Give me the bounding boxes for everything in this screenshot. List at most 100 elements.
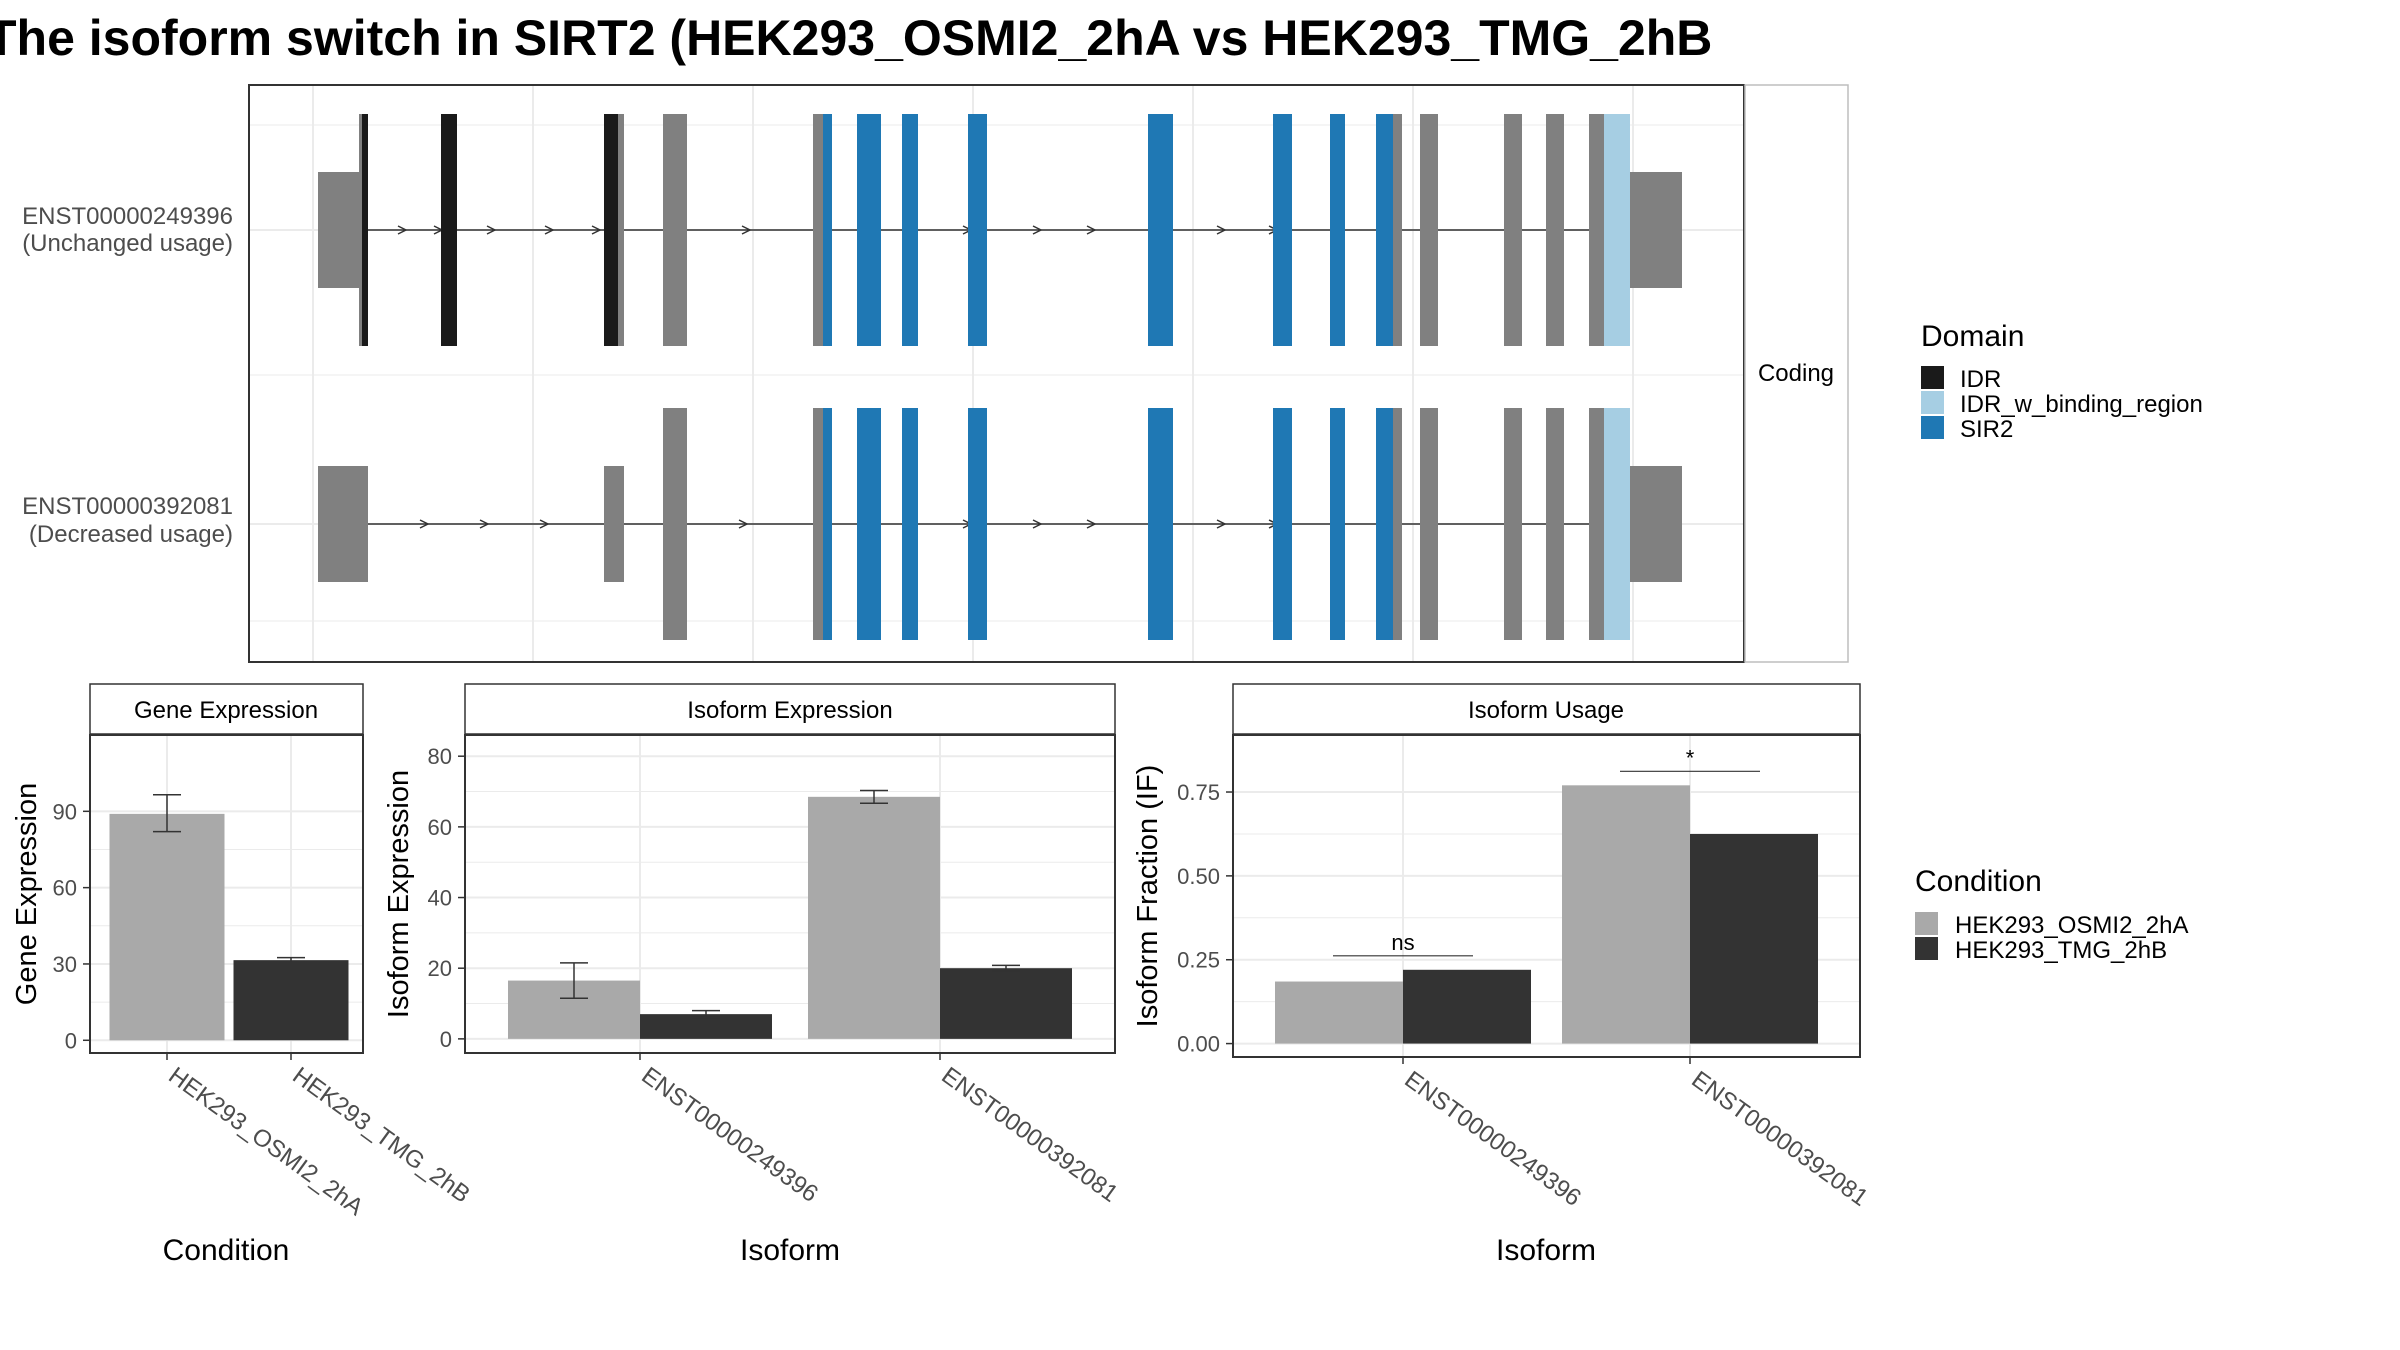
y-tick-label: 20 <box>428 956 452 981</box>
legend-label-osmi2: HEK293_OSMI2_2hA <box>1955 912 2188 939</box>
legend-label-tmg: HEK293_TMG_2hB <box>1955 937 2167 964</box>
intron-arrow <box>1216 225 1227 235</box>
x-axis-title: Isoform <box>740 1234 840 1267</box>
isoform-1-id-label: ENST00000249396 <box>22 203 233 230</box>
legend-label-idr: IDR <box>1960 366 2001 393</box>
utr-exon <box>604 466 624 582</box>
x-tick-label: ENST00000392081 <box>936 1062 1122 1208</box>
panel-border <box>464 734 1116 1054</box>
utr-exon <box>1628 466 1682 582</box>
panel-strip <box>1232 683 1861 735</box>
y-tick-label: 0 <box>440 1027 452 1052</box>
panel-isoform-usage: Isoform Usage 0.00 0.25 0.50 0.75 ENST0000024… <box>1132 683 1873 1267</box>
coding-strip <box>1744 84 1849 663</box>
bar <box>808 796 940 1039</box>
legend-key-idr <box>1921 366 1944 389</box>
coding-exon <box>1393 408 1402 640</box>
utr-exon <box>1628 172 1682 288</box>
utr-exon <box>318 172 362 288</box>
sir2-domain <box>823 408 832 640</box>
y-tick-label: 60 <box>53 876 77 901</box>
legend-key-tmg <box>1915 937 1938 960</box>
sir2-domain <box>902 408 918 640</box>
intron-arrow <box>479 519 490 529</box>
domain-legend-title: Domain <box>1921 320 2024 353</box>
bar <box>1690 833 1818 1044</box>
intron-arrow <box>486 225 497 235</box>
panel-strip <box>89 683 364 735</box>
intron-arrow <box>738 519 749 529</box>
x-axis-title: Condition <box>163 1234 290 1267</box>
legend-label-sir2: SIR2 <box>1960 416 2013 443</box>
sir2-domain <box>857 114 881 346</box>
coding-exon <box>1589 114 1604 346</box>
significance-label: ns <box>1391 930 1414 955</box>
sir2-domain <box>902 114 918 346</box>
significance-label: * <box>1686 745 1695 770</box>
y-tick-label: 30 <box>53 952 77 977</box>
x-tick-label: ENST00000249396 <box>636 1062 822 1208</box>
utr-exon <box>318 466 368 582</box>
intron-arrow <box>397 225 408 235</box>
bar-panels: Gene Expression0306090HEK293_OSMI2_2hAHE… <box>11 683 1873 1267</box>
bar <box>233 960 349 1041</box>
isoform-2-id-label: ENST00000392081 <box>22 493 233 520</box>
idr-domain <box>604 114 618 346</box>
x-tick-label: ENST00000392081 <box>1686 1066 1872 1212</box>
coding-exon <box>1546 114 1564 346</box>
structure-panel-border <box>248 84 1745 663</box>
panel-title: Isoform Expression <box>687 697 892 724</box>
intron-arrow <box>591 225 602 235</box>
intron-arrow <box>1086 225 1097 235</box>
y-tick-label: 0.50 <box>1177 864 1220 889</box>
sir2-domain <box>1148 114 1173 346</box>
legend-label-idr-w-binding-region: IDR_w_binding_region <box>1960 391 2203 418</box>
y-axis-title: Isoform Expression <box>383 770 415 1018</box>
sir2-domain <box>857 408 881 640</box>
y-tick-label: 60 <box>428 815 452 840</box>
intron-arrow <box>544 225 555 235</box>
y-tick-label: 0.75 <box>1177 780 1220 805</box>
coding-exon <box>663 408 687 640</box>
bar <box>109 813 225 1041</box>
coding-exon <box>813 408 823 640</box>
x-tick-label: ENST00000249396 <box>1399 1066 1585 1212</box>
coding-exon <box>618 114 624 346</box>
structure-panel: Coding ENST00000249396 (Unchanged usage)… <box>22 84 1849 663</box>
panel-isoform-expression: Isoform Expression 0 20 40 60 80 ENST000002493… <box>383 683 1123 1267</box>
legend-key-osmi2 <box>1915 912 1938 935</box>
panel-gene-expression: Gene Expression0306090HEK293_OSMI2_2hAHE… <box>11 683 475 1267</box>
panel-border <box>89 734 364 1054</box>
bar <box>1275 981 1403 1044</box>
structure-plot-area <box>249 85 1744 662</box>
sir2-domain <box>1330 408 1345 640</box>
idr-w-binding-region-domain <box>1604 114 1630 346</box>
coding-strip-label: Coding <box>1758 360 1834 387</box>
sir2-domain <box>1273 114 1292 346</box>
panel-border <box>1232 734 1861 1058</box>
y-axis-title: Isoform Fraction (IF) <box>1132 765 1164 1028</box>
sir2-domain <box>968 114 987 346</box>
coding-exon <box>1546 408 1564 640</box>
sir2-domain <box>1330 114 1345 346</box>
figure-title: The isoform switch in SIRT2 (HEK293_OSMI… <box>0 10 1712 66</box>
sir2-domain <box>968 408 987 640</box>
sir2-domain <box>1376 114 1393 346</box>
isoform-2-usage-label: (Decreased usage) <box>29 521 233 548</box>
coding-exon <box>1589 408 1604 640</box>
condition-legend: Condition HEK293_OSMI2_2hA HEK293_TMG_2h… <box>1915 865 2188 964</box>
coding-exon <box>663 114 687 346</box>
y-tick-label: 0.00 <box>1177 1032 1220 1057</box>
panel-title: Isoform Usage <box>1468 697 1624 724</box>
intron-arrow <box>1086 519 1097 529</box>
intron-arrow <box>419 519 430 529</box>
intron-arrow <box>741 225 752 235</box>
intron-arrow <box>1216 519 1227 529</box>
sir2-domain <box>823 114 832 346</box>
sir2-domain <box>1148 408 1173 640</box>
panel-title: Gene Expression <box>134 697 318 724</box>
idr-w-binding-region-domain <box>1604 408 1630 640</box>
legend-key-sir2 <box>1921 416 1944 439</box>
y-tick-label: 80 <box>428 744 452 769</box>
y-tick-label: 40 <box>428 886 452 911</box>
